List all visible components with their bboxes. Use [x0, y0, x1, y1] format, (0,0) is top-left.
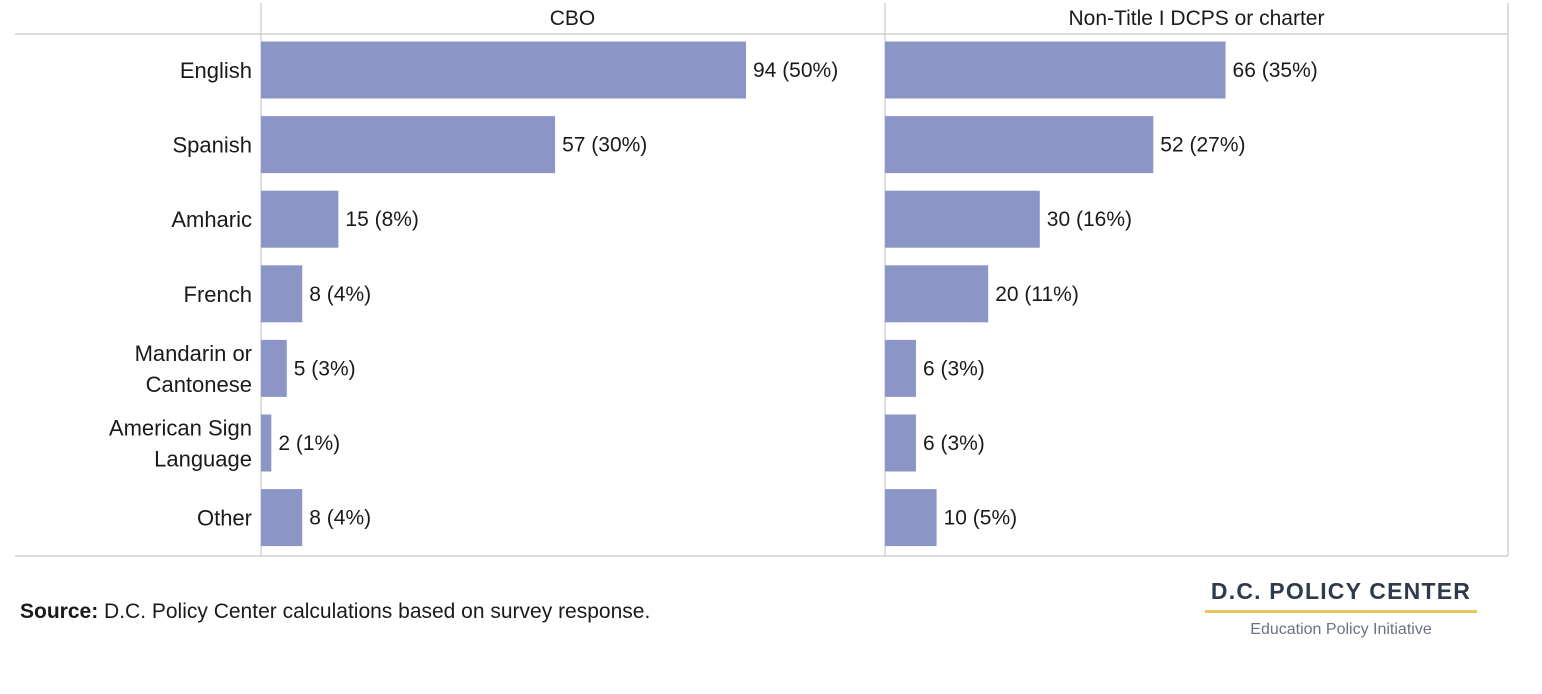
- data-label: 6 (3%): [923, 357, 985, 380]
- brand-name: D.C. POLICY CENTER: [1205, 578, 1477, 613]
- data-label: 5 (3%): [294, 357, 356, 380]
- bar: [885, 190, 1040, 248]
- data-label: 66 (35%): [1233, 59, 1318, 82]
- data-label: 20 (11%): [995, 283, 1079, 306]
- data-label: 8 (4%): [309, 507, 371, 530]
- category-label: Other: [197, 506, 252, 531]
- category-label: English: [180, 58, 252, 83]
- source-label: Source:: [20, 600, 99, 623]
- panel-title: Non-Title I DCPS or charter: [1069, 7, 1325, 30]
- bar: [261, 190, 339, 248]
- data-label: 10 (5%): [944, 507, 1018, 530]
- brand-tagline: Education Policy Initiative: [1250, 621, 1432, 638]
- data-label: 30 (16%): [1047, 208, 1132, 231]
- data-label: 57 (30%): [562, 134, 647, 157]
- bar: [261, 116, 556, 174]
- bar: [261, 489, 303, 547]
- bar: [885, 116, 1154, 174]
- category-label: Amharic: [171, 207, 252, 232]
- data-label: 94 (50%): [753, 59, 838, 82]
- bar: [885, 489, 937, 547]
- category-label: Mandarin or Cantonese: [135, 341, 252, 397]
- data-label: 2 (1%): [278, 432, 340, 455]
- data-label: 6 (3%): [923, 432, 985, 455]
- bar: [885, 41, 1226, 99]
- data-label: 52 (27%): [1160, 134, 1245, 157]
- source-text: D.C. Policy Center calculations based on…: [98, 600, 651, 623]
- data-label: 15 (8%): [345, 208, 419, 231]
- category-label: American Sign Language: [109, 416, 252, 472]
- bar: [261, 265, 303, 323]
- bar: [261, 414, 272, 472]
- data-label: 8 (4%): [309, 283, 371, 306]
- bar-chart: English Spanish Amharic French Mandarin or Ca…: [15, 3, 1509, 557]
- bar: [261, 41, 746, 99]
- panel-title: CBO: [550, 7, 596, 30]
- bar: [885, 339, 916, 397]
- category-label: Spanish: [172, 133, 252, 158]
- category-label: French: [184, 282, 252, 307]
- bar: [885, 265, 989, 323]
- source-note: Source: D.C. Policy Center calculations …: [20, 600, 650, 624]
- dc-policy-center-logo: D.C. POLICY CENTER Education Policy Init…: [1205, 578, 1477, 639]
- bar: [885, 414, 916, 472]
- bar: [261, 339, 287, 397]
